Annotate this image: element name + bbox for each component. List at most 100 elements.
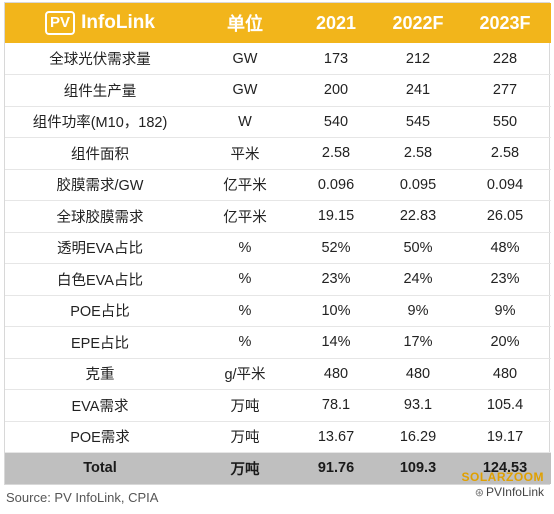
value-2021: 173 [295, 43, 377, 75]
wechat-icon: ⊛ [474, 487, 484, 499]
row-label: 透明EVA占比 [5, 232, 195, 264]
value-2021: 13.67 [295, 421, 377, 453]
table-row: EPE占比% 14% 17% 20% [5, 326, 551, 359]
source-note: Source: PV InfoLink, CPIA [6, 490, 159, 505]
row-unit: W [195, 106, 295, 138]
value-2022f: 0.095 [377, 169, 459, 201]
table-row: POE占比% 10% 9% 9% [5, 295, 551, 327]
table-row: 组件面积 平米 2.58 2.58 2.58 [5, 137, 551, 170]
watermark-pvinfolink: ⊛ PVInfoLink [462, 485, 544, 501]
row-label: POE占比 [5, 295, 195, 327]
watermark-solarzoom: SOLARZOOM [461, 470, 544, 484]
table-row: 组件生产量 GW 200 241 277 [5, 74, 551, 107]
value-2021: 23% [295, 263, 377, 296]
value-2023f: 480 [459, 358, 551, 390]
row-unit: 万吨 [195, 389, 295, 422]
value-2023f: 277 [459, 74, 551, 107]
value-2021: 480 [295, 358, 377, 390]
data-table-container: PV InfoLink 单位 2021 2022F 2023F 全球光伏需求量 G… [4, 2, 551, 485]
value-2021: 14% [295, 326, 377, 359]
row-unit: 平米 [195, 137, 295, 170]
total-row-label: Total [83, 460, 117, 477]
row-label: EVA需求 [5, 389, 195, 422]
value-2023f: 2.58 [459, 137, 551, 170]
infolink-logo: PV InfoLink [45, 11, 155, 35]
total-value-2021: 91.76 [317, 460, 355, 477]
value-2021: 19.15 [295, 200, 377, 233]
value-2023f: 550 [459, 106, 551, 138]
row-label: 白色EVA占比 [5, 263, 195, 296]
value-2022f: 22.83 [377, 200, 459, 233]
header-unit: 单位 [227, 14, 263, 34]
row-unit: GW [195, 43, 295, 75]
value-2022f: 2.58 [377, 137, 459, 170]
table-body: 全球光伏需求量 GW 173 212 228 组件生产量 GW 200 241 277 组件功率(M… [5, 43, 551, 484]
row-unit: 万吨 [195, 421, 295, 453]
table-row: 白色EVA占比% 23% 24% 23% [5, 263, 551, 296]
value-2022f: 480 [377, 358, 459, 390]
row-unit: % [195, 326, 295, 359]
total-value-2022f: 109.3 [399, 460, 437, 477]
row-unit: % [195, 295, 295, 327]
table-row: 胶膜需求/GW 亿平米 0.096 0.095 0.094 [5, 169, 551, 201]
row-label: 全球光伏需求量 [5, 43, 195, 75]
logo-text: InfoLink [81, 12, 155, 33]
value-2022f: 545 [377, 106, 459, 138]
value-2021: 540 [295, 106, 377, 138]
table-row: 全球胶膜需求 亿平米 19.15 22.83 26.05 [5, 200, 551, 233]
table-row: EVA需求 万吨 78.1 93.1 105.4 [5, 389, 551, 422]
value-2022f: 16.29 [377, 421, 459, 453]
total-value-2023f: 124.53 [482, 460, 528, 477]
data-table: PV InfoLink 单位 2021 2022F 2023F 全球光伏需求量 G… [5, 3, 551, 484]
row-unit: % [195, 263, 295, 296]
value-2022f: 241 [377, 74, 459, 107]
watermark-pvinfolink-text: PVInfoLink [485, 485, 544, 499]
table-row: 全球光伏需求量 GW 173 212 228 [5, 43, 551, 75]
logo-badge: PV [45, 11, 76, 35]
row-label: 组件功率(M10，182) [5, 106, 195, 138]
row-unit: % [195, 232, 295, 264]
value-2023f: 228 [459, 43, 551, 75]
table-row: POE需求 万吨 13.67 16.29 19.17 [5, 421, 551, 453]
row-unit: g/平米 [195, 358, 295, 390]
table-row: 组件功率(M10，182) W 540 545 550 [5, 106, 551, 138]
row-unit: GW [195, 74, 295, 107]
value-2021: 0.096 [295, 169, 377, 201]
watermark: SOLARZOOM ⊛ PVInfoLink [462, 470, 545, 501]
value-2023f: 48% [459, 232, 551, 264]
row-label: 全球胶膜需求 [5, 200, 195, 233]
row-label: 胶膜需求/GW [5, 169, 195, 201]
value-2021: 78.1 [295, 389, 377, 422]
value-2022f: 17% [377, 326, 459, 359]
value-2021: 10% [295, 295, 377, 327]
header-2023f: 2023F [479, 12, 531, 33]
header-logo-cell: PV InfoLink [5, 3, 195, 43]
row-label: 克重 [5, 358, 195, 390]
value-2023f: 26.05 [459, 200, 551, 233]
row-unit: 亿平米 [195, 169, 295, 201]
header-2021: 2021 [315, 12, 357, 33]
value-2022f: 93.1 [377, 389, 459, 422]
row-label: 组件面积 [5, 137, 195, 170]
total-row-unit: 万吨 [230, 461, 260, 478]
row-label: POE需求 [5, 421, 195, 453]
value-2022f: 24% [377, 263, 459, 296]
value-2021: 52% [295, 232, 377, 264]
value-2021: 2.58 [295, 137, 377, 170]
value-2022f: 9% [377, 295, 459, 327]
value-2023f: 23% [459, 263, 551, 296]
value-2022f: 50% [377, 232, 459, 264]
value-2023f: 0.094 [459, 169, 551, 201]
value-2023f: 19.17 [459, 421, 551, 453]
table-row: 透明EVA占比% 52% 50% 48% [5, 232, 551, 264]
table-header-row: PV InfoLink 单位 2021 2022F 2023F [5, 3, 551, 43]
value-2023f: 105.4 [459, 389, 551, 422]
row-label: EPE占比 [5, 326, 195, 359]
table-row: 克重 g/平米 480 480 480 [5, 358, 551, 390]
value-2023f: 20% [459, 326, 551, 359]
value-2022f: 212 [377, 43, 459, 75]
total-row: Total 万吨 91.76 109.3 124.53 [5, 452, 551, 484]
value-2021: 200 [295, 74, 377, 107]
header-2022f: 2022F [392, 12, 444, 33]
row-label: 组件生产量 [5, 74, 195, 107]
